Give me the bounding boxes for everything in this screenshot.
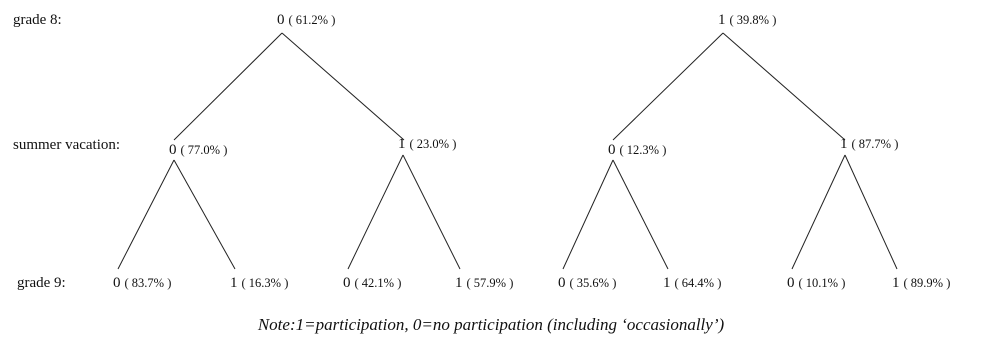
edge-s-01-to-g9-0	[347, 154, 404, 270]
edge-s-10-to-g9-1	[612, 159, 669, 270]
edge-g8-0-to-s-0	[173, 32, 283, 141]
node-grade9-00-1: 1( 16.3% )	[230, 275, 288, 291]
node-grade9-10-0: 0( 35.6% )	[558, 275, 616, 291]
node-grade8-0: 0( 61.2% )	[277, 12, 335, 28]
level-label-grade-9: grade 9:	[17, 275, 66, 291]
edge-s-00-to-g9-1	[173, 159, 236, 270]
node-grade9-10-1: 1( 64.4% )	[663, 275, 721, 291]
edge-g8-0-to-s-1	[281, 32, 405, 141]
edge-g8-1-to-s-0	[612, 32, 724, 141]
node-summer-g8-0-1: 1( 23.0% )	[398, 136, 456, 152]
node-summer-g8-1-0: 0( 12.3% )	[608, 142, 666, 158]
legend-note: Note:1=participation, 0=no participation…	[257, 315, 725, 334]
node-grade9-01-0: 0( 42.1% )	[343, 275, 401, 291]
node-grade9-01-1: 1( 57.9% )	[455, 275, 513, 291]
node-grade8-1: 1( 39.8% )	[718, 12, 776, 28]
level-label-summer-vacation: summer vacation:	[13, 137, 120, 153]
level-label-grade-8: grade 8:	[13, 12, 62, 28]
edge-s-11-to-g9-0	[791, 154, 846, 270]
node-summer-g8-1-1: 1( 87.7% )	[840, 136, 898, 152]
edge-s-11-to-g9-1	[844, 154, 898, 270]
node-grade9-11-0: 0( 10.1% )	[787, 275, 845, 291]
edge-s-01-to-g9-1	[402, 154, 461, 270]
edge-s-00-to-g9-0	[117, 159, 175, 270]
node-grade9-00-0: 0( 83.7% )	[113, 275, 171, 291]
edge-g8-1-to-s-1	[722, 32, 846, 141]
node-grade9-11-1: 1( 89.9% )	[892, 275, 950, 291]
node-summer-g8-0-0: 0( 77.0% )	[169, 142, 227, 158]
edge-s-10-to-g9-0	[562, 159, 614, 270]
